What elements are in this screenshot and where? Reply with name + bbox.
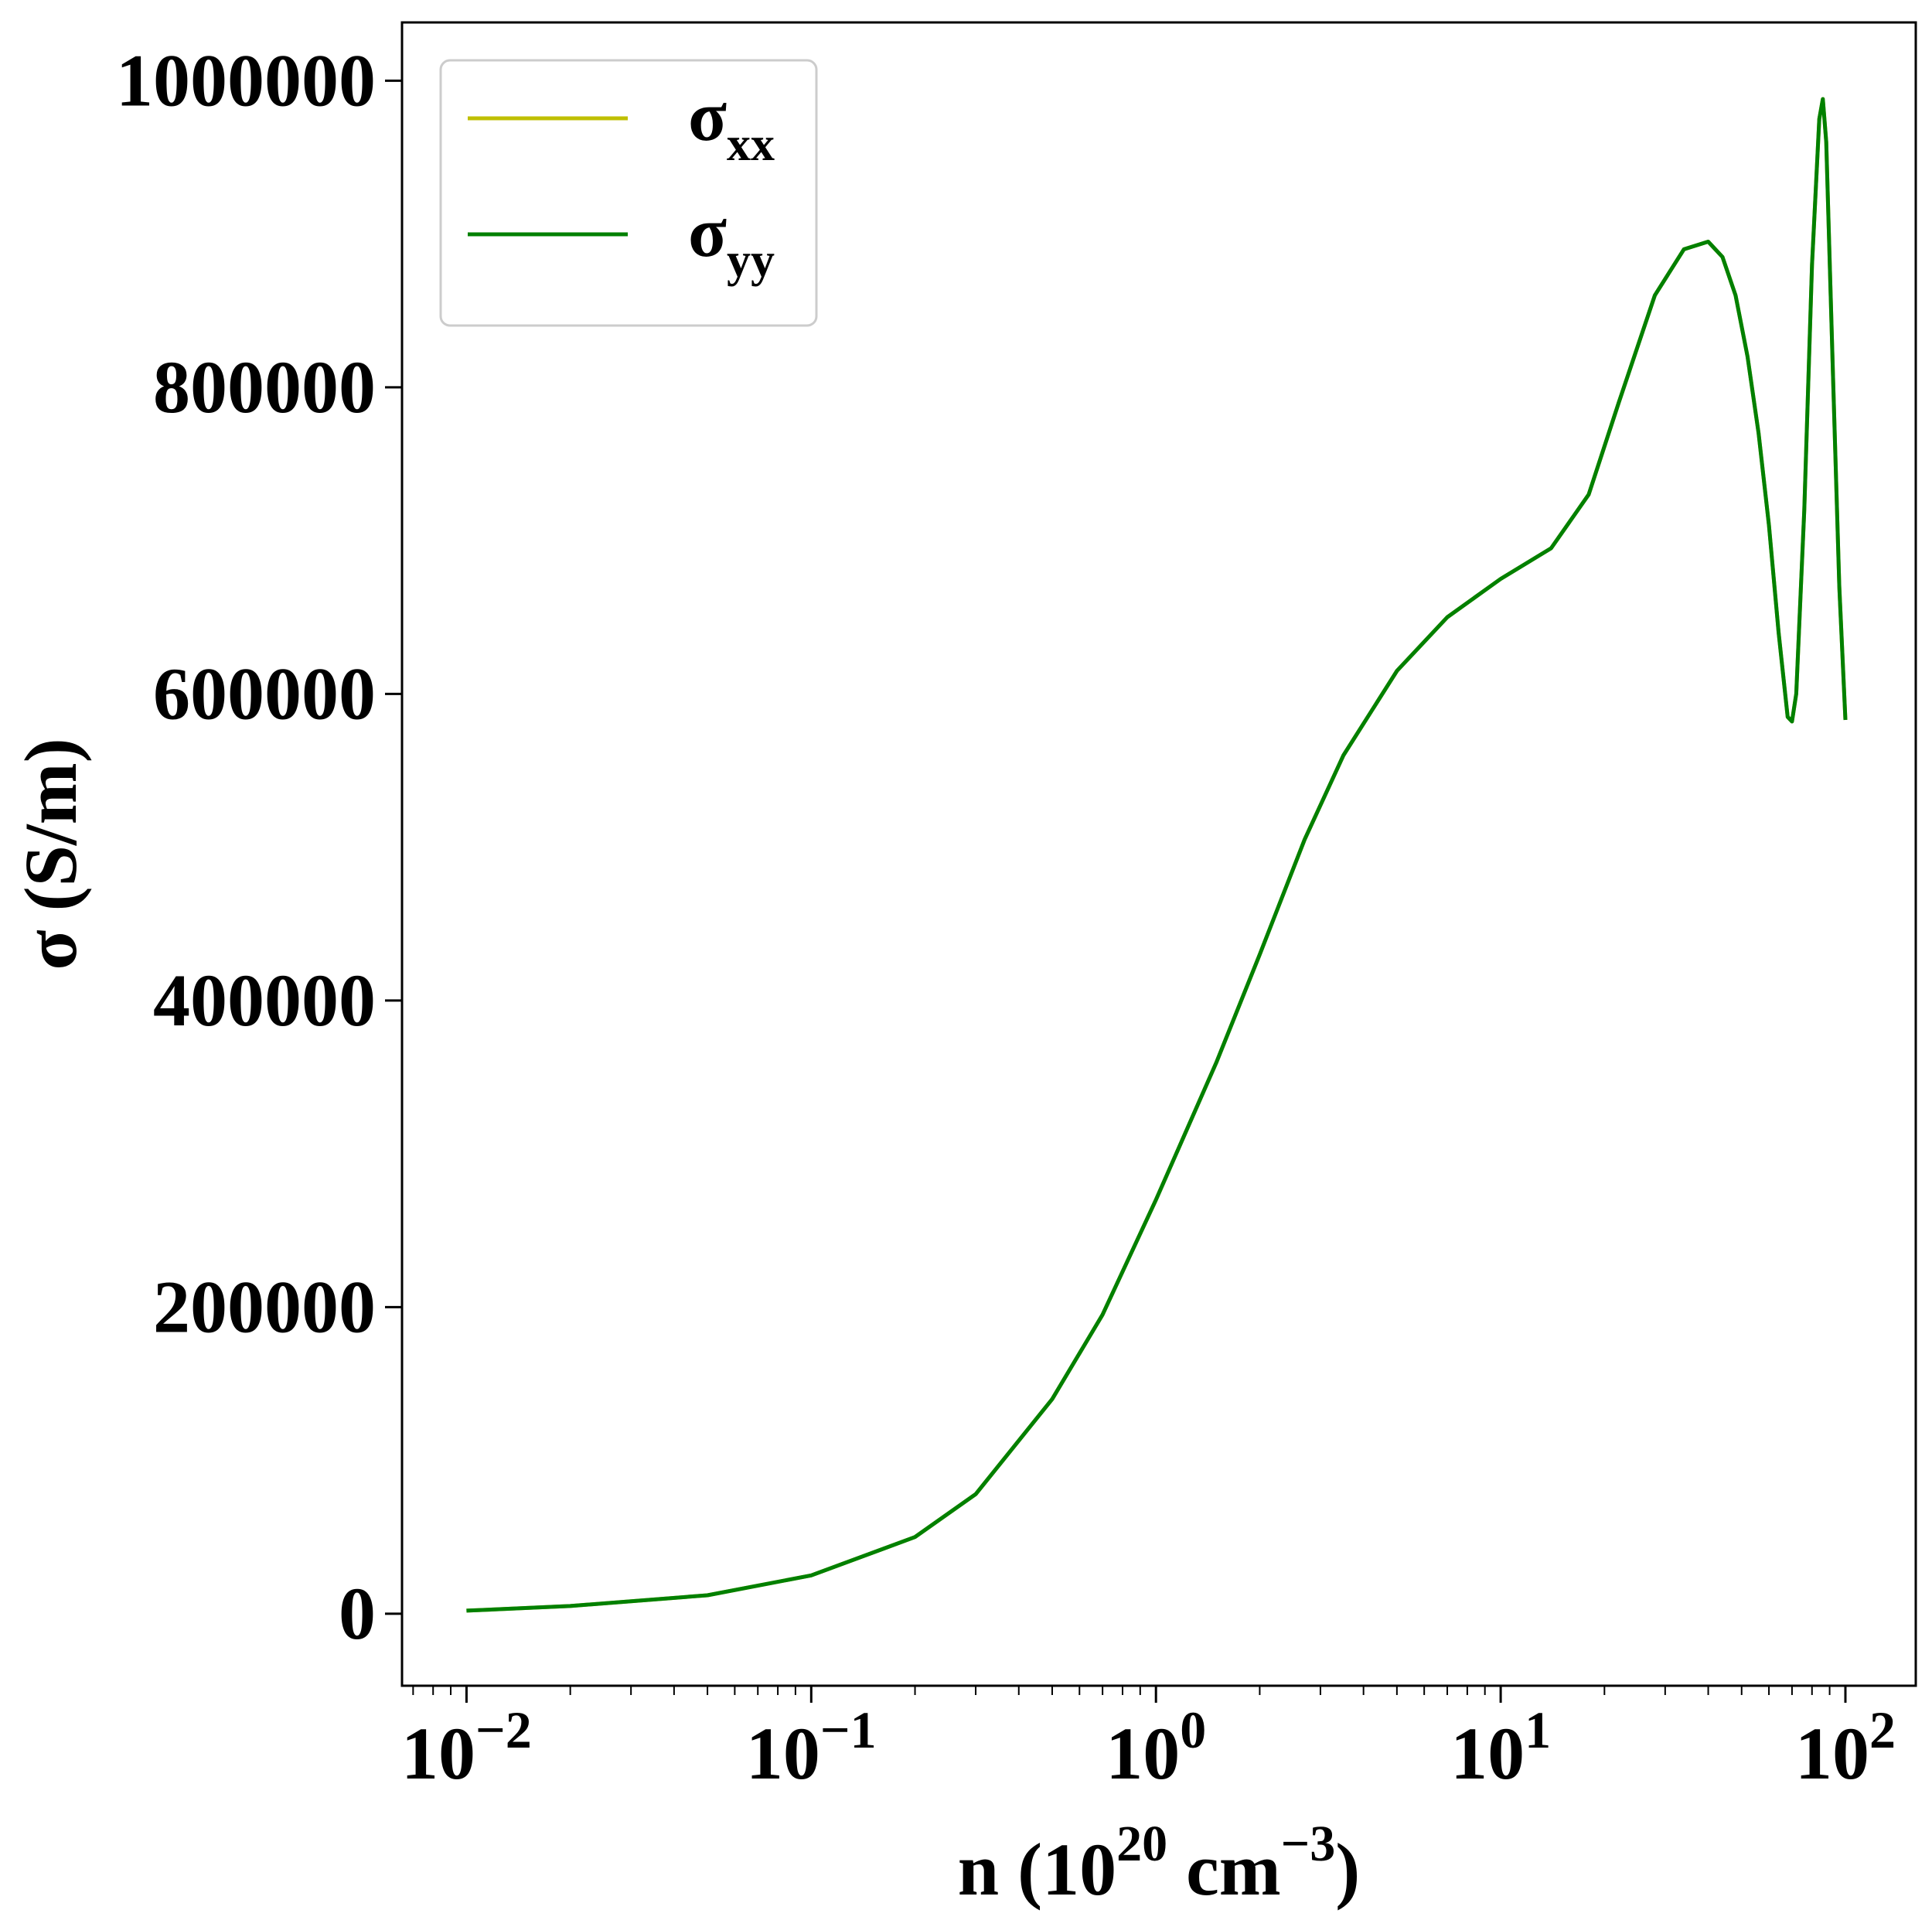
x-axis-label: n (1020 cm−3) <box>958 1816 1361 1911</box>
legend-label-yy: σyy <box>688 193 775 287</box>
y-tick-label: 1000000 <box>116 39 376 121</box>
x-tick-label: 10−1 <box>746 1700 877 1795</box>
legend-label-symbol: σ <box>688 77 727 155</box>
series-line-yy <box>466 97 1848 1613</box>
x-tick-label-exponent: −1 <box>820 1700 877 1759</box>
y-axis-ticks: 0 200000 400000 600000 800000 1000000 <box>116 39 402 1655</box>
y-tick-label: 400000 <box>153 959 376 1042</box>
x-tick-label: 101 <box>1450 1700 1551 1795</box>
plot-frame <box>400 21 1917 1687</box>
x-tick-label-base: 10 <box>1795 1712 1869 1795</box>
x-tick-label-base: 10 <box>1106 1712 1180 1795</box>
y-tick-label: 0 <box>339 1572 376 1655</box>
x-axis-label-mid: cm <box>1167 1828 1281 1911</box>
x-tick-label-exponent: −2 <box>475 1700 532 1759</box>
legend-label-xx: σxx <box>688 77 775 171</box>
y-axis-label: σ (S/m) <box>9 738 92 970</box>
x-axis-label-sup2: −3 <box>1281 1816 1336 1872</box>
legend-box <box>439 59 818 327</box>
x-tick-label: 100 <box>1106 1700 1206 1795</box>
series-layer <box>466 97 1848 1613</box>
x-axis-label-sup1: 20 <box>1116 1816 1167 1872</box>
x-tick-label-base: 10 <box>1450 1712 1525 1795</box>
x-tick-label-exponent: 2 <box>1869 1700 1896 1759</box>
x-tick-label: 10−2 <box>401 1700 532 1795</box>
x-tick-label-base: 10 <box>746 1712 820 1795</box>
x-tick-label: 102 <box>1795 1700 1896 1795</box>
y-tick-label: 600000 <box>153 652 376 735</box>
x-axis-label-prefix: n (10 <box>958 1828 1116 1911</box>
legend-label-subscript: yy <box>727 234 775 287</box>
y-tick-label: 800000 <box>153 346 376 428</box>
x-tick-label-base: 10 <box>401 1712 475 1795</box>
y-tick-label: 200000 <box>153 1265 376 1348</box>
x-tick-label-exponent: 0 <box>1180 1700 1206 1759</box>
x-axis-label-suffix: ) <box>1335 1828 1360 1911</box>
x-tick-label-exponent: 1 <box>1525 1700 1551 1759</box>
x-axis-ticks: 10−2 10−1 100 101 102 <box>401 1686 1896 1795</box>
legend-label-subscript: xx <box>727 118 775 171</box>
legend-label-symbol: σ <box>688 193 727 271</box>
